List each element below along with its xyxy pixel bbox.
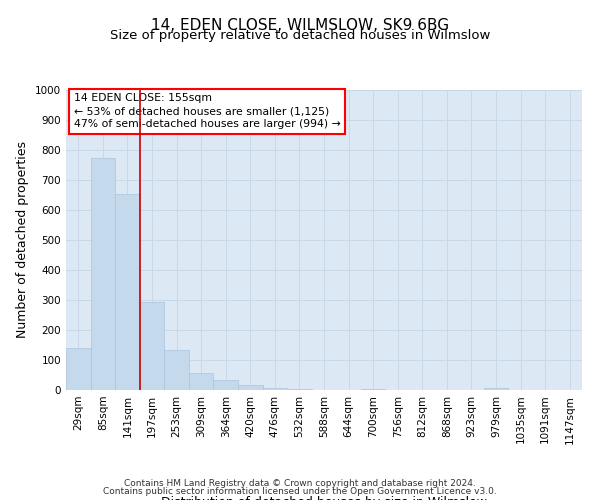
Bar	[214, 380, 238, 390]
Bar	[140, 302, 164, 390]
Bar	[484, 388, 508, 390]
Bar	[361, 389, 385, 390]
Bar	[263, 388, 287, 390]
Text: 14, EDEN CLOSE, WILMSLOW, SK9 6BG: 14, EDEN CLOSE, WILMSLOW, SK9 6BG	[151, 18, 449, 32]
Text: Contains HM Land Registry data © Crown copyright and database right 2024.: Contains HM Land Registry data © Crown c…	[124, 478, 476, 488]
X-axis label: Distribution of detached houses by size in Wilmslow: Distribution of detached houses by size …	[161, 496, 487, 500]
Bar	[91, 158, 115, 390]
Bar	[115, 194, 140, 390]
Bar	[238, 384, 263, 390]
Text: Size of property relative to detached houses in Wilmslow: Size of property relative to detached ho…	[110, 29, 490, 42]
Bar	[66, 348, 91, 390]
Bar	[287, 388, 312, 390]
Text: 14 EDEN CLOSE: 155sqm
← 53% of detached houses are smaller (1,125)
47% of semi-d: 14 EDEN CLOSE: 155sqm ← 53% of detached …	[74, 93, 340, 130]
Y-axis label: Number of detached properties: Number of detached properties	[16, 142, 29, 338]
Text: Contains public sector information licensed under the Open Government Licence v3: Contains public sector information licen…	[103, 487, 497, 496]
Bar	[164, 350, 189, 390]
Bar	[189, 373, 214, 390]
